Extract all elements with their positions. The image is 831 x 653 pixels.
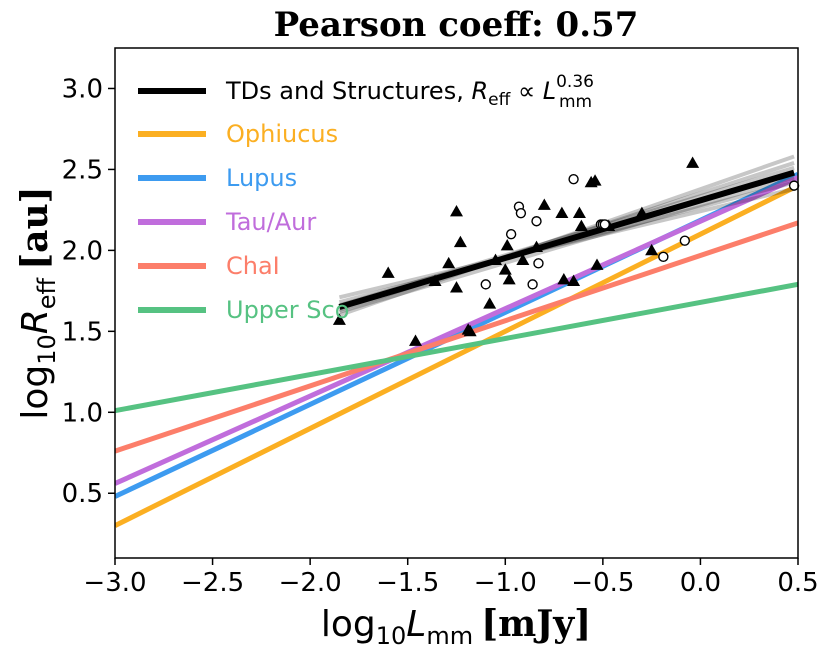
point-triangle: [502, 273, 516, 285]
x-label-var-sub: mm: [426, 622, 473, 650]
data-points: [332, 156, 800, 346]
point-circle: [505, 228, 517, 240]
point-triangle: [574, 219, 588, 231]
legend-label-tau-aur: Tau/Aur: [225, 208, 316, 236]
point-triangle: [428, 274, 442, 287]
y-axis-ticks: 0.5 1.0 1.5 2.0 2.5 3.0: [62, 74, 115, 509]
point-circle: [480, 279, 491, 290]
legend-fit-var2: L: [543, 77, 556, 105]
point-triangle: [645, 243, 659, 256]
legend-fit-rel: ∝: [510, 77, 542, 105]
legend-label-upper-sco: Upper Sco: [226, 296, 349, 324]
region-lines: [115, 172, 798, 528]
legend-label-ophiucus: Ophiucus: [226, 120, 338, 148]
x-tick-label: −1.0: [474, 568, 537, 598]
point-circle: [788, 180, 800, 191]
x-tick-label: −3.0: [83, 568, 146, 598]
point-triangle: [332, 313, 346, 325]
x-tick-label: −1.5: [376, 568, 439, 598]
y-tick-label: 1.5: [62, 317, 103, 347]
y-tick-label: 2.0: [62, 236, 103, 266]
x-tick-label: −2.5: [181, 568, 244, 598]
legend-fit-var: R: [471, 77, 488, 105]
x-tick-label: −0.5: [571, 568, 634, 598]
point-triangle: [588, 174, 602, 186]
point-triangle: [516, 253, 530, 265]
point-triangle: [489, 253, 503, 265]
legend-label-lupus: Lupus: [226, 164, 297, 192]
y-tick-label: 2.5: [62, 155, 103, 185]
fit-sample-line: [338, 154, 795, 318]
x-label-log-sub: 10: [376, 622, 407, 650]
point-triangle: [572, 206, 586, 219]
point-circle: [599, 219, 611, 230]
chart-title: Pearson coeff: 0.57: [274, 5, 639, 45]
line-ophiucus: [115, 183, 798, 528]
point-triangle: [555, 206, 569, 219]
x-tick-label: −2.0: [279, 568, 342, 598]
point-triangle: [557, 273, 571, 285]
point-triangle: [381, 266, 395, 278]
point-triangle: [442, 256, 456, 269]
point-triangle: [500, 239, 514, 251]
point-triangle: [450, 281, 463, 293]
point-triangle: [567, 274, 581, 287]
point-triangle: [590, 258, 604, 270]
point-circle: [679, 235, 691, 246]
point-circle: [527, 279, 538, 290]
point-circle: [533, 258, 544, 269]
legend: TDs and Structures, Reff ∝ L0.36 mm Ophiu…: [138, 72, 594, 324]
legend-fit-exp: 0.36: [556, 72, 594, 92]
y-label-unit: [au]: [14, 186, 56, 270]
point-triangle: [635, 206, 649, 219]
y-axis-label: log10Reff [au]: [14, 186, 61, 419]
line-chai: [115, 220, 798, 454]
fit-sample-line: [338, 175, 795, 314]
x-label-var: L: [406, 604, 426, 645]
point-circle: [658, 251, 669, 263]
point-triangle: [530, 240, 544, 253]
x-tick-label: 0.5: [777, 568, 818, 598]
fit-line-tds-and-structures: [338, 169, 795, 310]
x-tick-label: 0.0: [680, 568, 721, 598]
point-circle: [515, 207, 527, 219]
y-label-log-sub: 10: [33, 334, 61, 365]
legend-label-fit: TDs and Structures, Reff ∝ L0.36 mm: [225, 72, 594, 112]
y-tick-label: 1.0: [62, 398, 103, 428]
x-label-log: log: [321, 604, 376, 645]
point-triangle: [409, 334, 423, 346]
fit-sample-line: [338, 186, 795, 300]
y-label-var-sub: eff: [33, 277, 61, 309]
point-triangle: [453, 235, 467, 248]
axes-frame: [114, 47, 799, 559]
point-triangle: [686, 156, 700, 168]
point-triangle: [537, 198, 551, 210]
point-triangle: [450, 205, 463, 217]
x-label-unit: [mJy]: [481, 603, 591, 645]
legend-label-chai: ChaI: [226, 252, 280, 280]
y-label-var: R: [15, 309, 56, 334]
legend-fit-var2-sub: mm: [559, 92, 592, 112]
y-tick-label: 3.0: [62, 74, 103, 104]
line-tau-aur: [115, 175, 798, 486]
x-axis-ticks: −3.0 −2.5 −2.0 −1.5 −1.0 −0.5 0.0 0.5: [83, 558, 819, 598]
y-tick-label: 0.5: [62, 479, 103, 509]
line-upper-sco: [115, 281, 798, 414]
point-circle: [531, 216, 542, 227]
legend-fit-var-sub: eff: [488, 90, 511, 110]
point-triangle: [483, 297, 497, 309]
x-axis-label: log10Lmm [mJy]: [321, 603, 591, 650]
point-circle: [568, 173, 579, 185]
fit-lines: [338, 154, 795, 318]
legend-fit-text: TDs and Structures,: [225, 77, 471, 105]
y-label-log: log: [15, 365, 56, 420]
point-triangle: [463, 324, 477, 337]
point-triangle: [498, 263, 512, 275]
